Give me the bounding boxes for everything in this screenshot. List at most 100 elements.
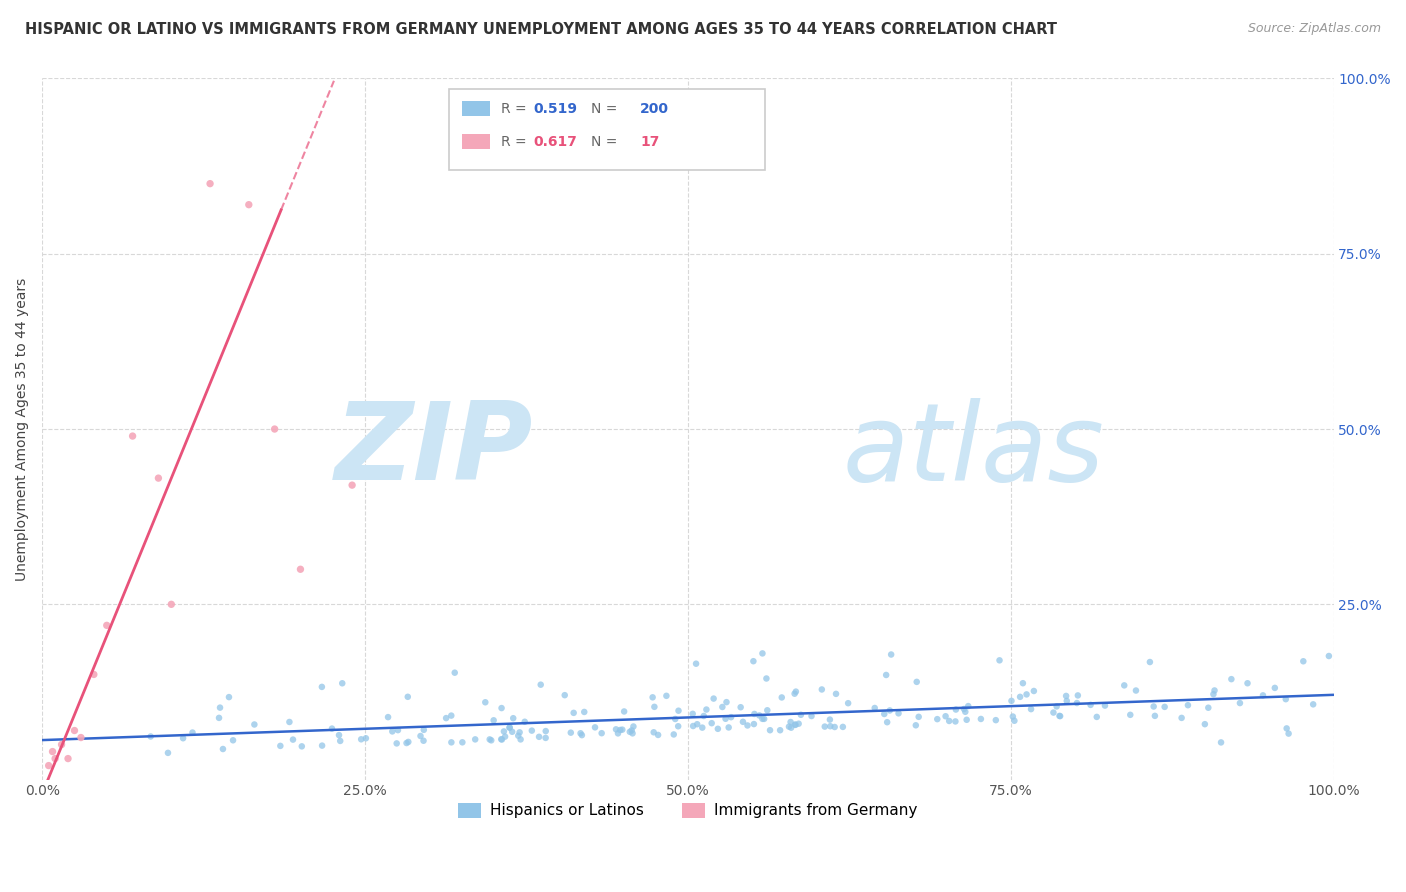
Point bbox=[70, 731, 93, 745]
Point bbox=[731, 714, 754, 729]
Point bbox=[311, 739, 333, 753]
Point bbox=[1143, 709, 1166, 723]
Point bbox=[56, 751, 79, 765]
Point bbox=[686, 717, 709, 731]
Point bbox=[1302, 698, 1324, 712]
Point bbox=[1049, 709, 1071, 723]
Point bbox=[38, 758, 60, 772]
Point bbox=[714, 712, 737, 726]
Point bbox=[609, 723, 631, 737]
Text: R =: R = bbox=[501, 102, 530, 116]
Text: HISPANIC OR LATINO VS IMMIGRANTS FROM GERMANY UNEMPLOYMENT AMONG AGES 35 TO 44 Y: HISPANIC OR LATINO VS IMMIGRANTS FROM GE… bbox=[25, 22, 1057, 37]
Point bbox=[1317, 648, 1340, 663]
Point bbox=[1002, 714, 1025, 728]
Point bbox=[662, 727, 685, 741]
Point bbox=[769, 723, 792, 738]
Point bbox=[387, 723, 409, 738]
Point bbox=[707, 722, 730, 736]
Point bbox=[474, 695, 496, 709]
Point bbox=[779, 714, 801, 729]
Point bbox=[742, 654, 765, 668]
Point bbox=[160, 597, 183, 611]
Point bbox=[695, 702, 717, 716]
Point bbox=[377, 710, 399, 724]
Point bbox=[647, 728, 669, 742]
Point bbox=[621, 726, 644, 740]
Point bbox=[340, 478, 363, 492]
Point bbox=[1056, 694, 1078, 708]
Point bbox=[685, 657, 707, 671]
Point bbox=[527, 730, 550, 744]
Point bbox=[328, 728, 350, 742]
Point bbox=[489, 732, 512, 747]
Point bbox=[907, 710, 929, 724]
Point bbox=[744, 706, 766, 721]
Text: R =: R = bbox=[501, 135, 530, 149]
Point bbox=[811, 682, 834, 697]
Point bbox=[396, 735, 419, 749]
Point bbox=[1042, 706, 1064, 720]
Point bbox=[1264, 681, 1286, 695]
Point bbox=[824, 720, 846, 734]
Point bbox=[641, 690, 664, 705]
Point bbox=[873, 706, 896, 721]
Point bbox=[534, 724, 557, 739]
Point bbox=[479, 733, 502, 747]
Point bbox=[269, 739, 291, 753]
Point bbox=[984, 713, 1007, 727]
Point bbox=[502, 711, 524, 725]
Point bbox=[1015, 687, 1038, 701]
Point bbox=[1125, 683, 1147, 698]
Text: atlas: atlas bbox=[842, 398, 1105, 502]
Point bbox=[613, 705, 636, 719]
Point bbox=[945, 702, 967, 716]
Point bbox=[730, 700, 752, 714]
Point bbox=[887, 706, 910, 721]
Point bbox=[509, 732, 531, 747]
Point bbox=[412, 733, 434, 747]
Point bbox=[880, 648, 903, 662]
Point bbox=[717, 721, 740, 735]
Point bbox=[121, 429, 143, 443]
Point bbox=[1094, 698, 1116, 713]
Point bbox=[620, 723, 643, 738]
Point bbox=[619, 724, 641, 739]
Point bbox=[751, 712, 773, 726]
Point bbox=[748, 708, 770, 723]
Point bbox=[560, 725, 582, 739]
Point bbox=[409, 729, 432, 743]
Point bbox=[330, 676, 353, 690]
Point bbox=[1220, 672, 1243, 686]
Point bbox=[785, 718, 807, 732]
Point bbox=[569, 726, 592, 740]
Point bbox=[96, 618, 118, 632]
Point bbox=[1114, 678, 1136, 692]
Point bbox=[700, 716, 723, 731]
Point bbox=[814, 720, 837, 734]
Point bbox=[172, 731, 194, 746]
Point bbox=[664, 712, 686, 726]
Point bbox=[243, 717, 266, 731]
Point bbox=[800, 709, 823, 723]
Point bbox=[354, 731, 377, 746]
Point bbox=[837, 696, 859, 710]
Point bbox=[752, 712, 775, 726]
Point bbox=[1197, 700, 1219, 714]
Point bbox=[780, 721, 803, 735]
Point bbox=[1066, 696, 1088, 710]
Point bbox=[905, 674, 928, 689]
Point bbox=[690, 721, 713, 735]
Point bbox=[1143, 699, 1166, 714]
Point bbox=[623, 719, 645, 733]
Point bbox=[83, 667, 105, 681]
Point bbox=[876, 715, 898, 730]
Point bbox=[957, 699, 980, 714]
Point bbox=[1049, 709, 1071, 723]
Point bbox=[755, 672, 778, 686]
Point bbox=[751, 647, 773, 661]
Point bbox=[238, 197, 260, 211]
Point bbox=[278, 714, 301, 729]
Point bbox=[443, 665, 465, 680]
Point bbox=[139, 730, 162, 744]
Point bbox=[927, 712, 949, 726]
